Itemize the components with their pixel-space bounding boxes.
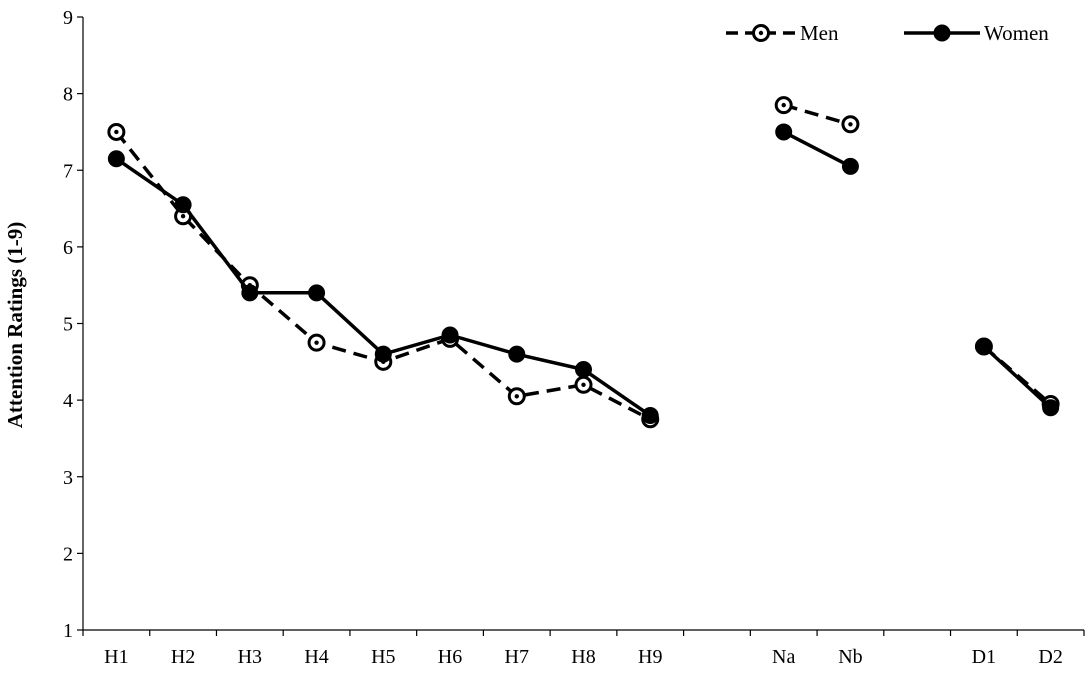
- data-point: [1042, 399, 1060, 417]
- series-women: [107, 123, 1060, 424]
- data-point: [841, 115, 860, 134]
- x-tick-label: H7: [505, 646, 529, 668]
- data-point: [507, 387, 526, 406]
- legend: Men Women: [726, 21, 1049, 45]
- y-tick-label: 8: [63, 84, 73, 106]
- marker-dot: [848, 122, 853, 127]
- series-line: [115, 157, 652, 417]
- marker-dot: [514, 394, 519, 399]
- data-point: [641, 406, 659, 424]
- y-tick-label: 7: [63, 160, 73, 182]
- marker-dot: [314, 340, 319, 345]
- axes: 1 2 3 4 5 6 7 8 9 H1 H2 H3 H4 H5 H6 H7 H8 H9 Na Nb D1 D2: [63, 7, 1085, 668]
- x-tick-label: H9: [638, 646, 662, 668]
- x-tick-label: H8: [571, 646, 595, 668]
- marker-dot: [180, 214, 186, 219]
- x-tick-label: D2: [1038, 646, 1062, 668]
- marker-dot: [758, 30, 764, 36]
- data-point: [775, 123, 793, 141]
- marker-dot: [581, 382, 586, 387]
- x-tick-label: H2: [171, 646, 195, 668]
- data-point: [307, 333, 326, 352]
- y-tick-label: 2: [63, 543, 73, 565]
- data-point: [374, 345, 392, 363]
- y-tick-label: 1: [63, 620, 73, 642]
- series-line: [982, 345, 1052, 410]
- series-line: [782, 130, 852, 168]
- data-point: [241, 284, 259, 302]
- data-point: [174, 196, 192, 214]
- legend-label: Men: [800, 21, 839, 45]
- data-point: [774, 96, 793, 115]
- data-point: [574, 375, 593, 394]
- legend-label: Women: [984, 21, 1049, 45]
- legend-item-men: Men: [726, 21, 839, 45]
- x-tick-label: H4: [304, 646, 328, 668]
- y-tick-label: 9: [63, 7, 73, 29]
- y-tick-label: 4: [63, 390, 73, 412]
- x-tick-label: H1: [104, 646, 128, 668]
- x-tick-label: D1: [972, 646, 996, 668]
- x-tick-label: H3: [238, 646, 262, 668]
- data-point: [975, 337, 993, 355]
- x-tick-label: Nb: [838, 646, 862, 668]
- y-tick-label: 6: [63, 237, 73, 259]
- series-line: [783, 103, 851, 126]
- data-point: [508, 345, 526, 363]
- data-point: [308, 284, 326, 302]
- y-tick-label: 3: [63, 467, 73, 489]
- marker-dot: [781, 102, 786, 108]
- legend-item-women: Women: [904, 21, 1049, 45]
- data-point: [841, 157, 859, 175]
- legend-marker: [933, 24, 951, 42]
- x-tick-label: H5: [371, 646, 395, 668]
- marker-dot: [114, 129, 119, 135]
- data-point: [441, 326, 459, 344]
- legend-marker: [752, 24, 770, 42]
- x-tick-label: Na: [772, 646, 795, 668]
- y-axis-label: Attention Ratings (1-9): [3, 222, 27, 428]
- x-tick-label: H6: [438, 646, 462, 668]
- data-point: [575, 360, 592, 378]
- data-point: [107, 122, 126, 141]
- series-layer: [107, 96, 1060, 429]
- data-point: [107, 150, 125, 168]
- series-line: [115, 130, 652, 421]
- y-tick-label: 5: [63, 314, 73, 336]
